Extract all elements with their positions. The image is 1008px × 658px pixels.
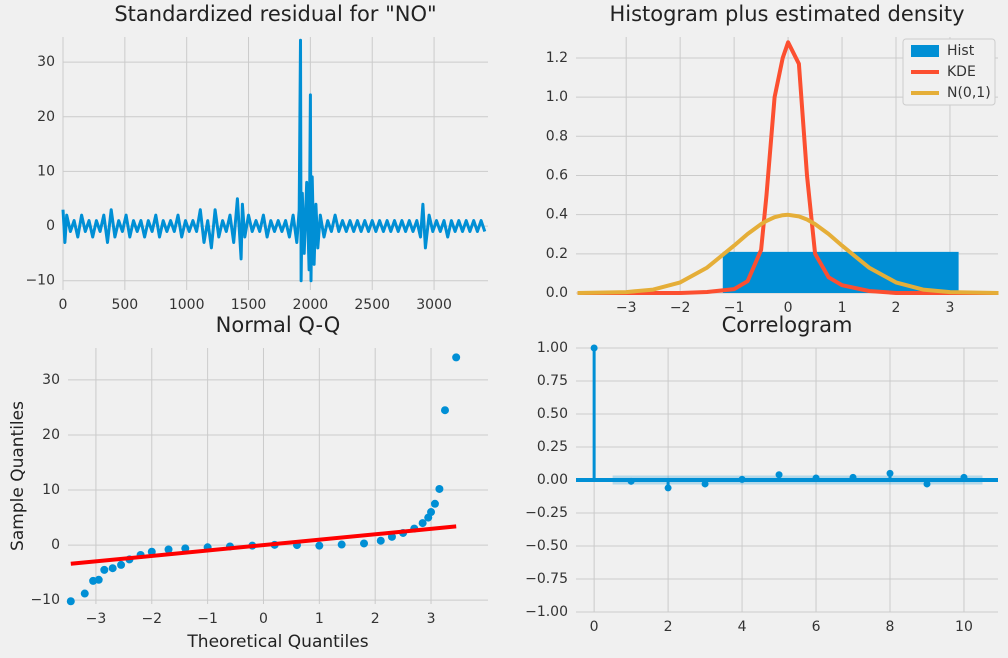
stem-marker: [923, 480, 931, 488]
scatter-point: [430, 499, 439, 508]
stem-marker: [701, 480, 709, 488]
scatter-point: [360, 539, 369, 548]
x-tick-label: 2: [892, 300, 901, 316]
x-tick-label: −2: [670, 300, 691, 316]
stem-marker: [960, 473, 968, 481]
scatter-point: [315, 541, 324, 550]
stem-marker: [849, 473, 857, 481]
scatter-point: [117, 560, 126, 569]
scatter-point: [94, 575, 103, 584]
x-tick-label: 0: [259, 611, 268, 627]
x-tick-label: −1: [724, 300, 745, 316]
x-tick-label: 1: [315, 611, 324, 627]
x-tick-label: 4: [738, 619, 747, 635]
legend-label: KDE: [947, 64, 976, 80]
stem-marker: [812, 474, 820, 482]
stem-marker: [664, 484, 672, 492]
x-tick-label: −2: [141, 611, 162, 627]
y-tick-label: 0.0: [546, 285, 568, 301]
x-tick-label: 2: [371, 611, 380, 627]
x-tick-label: 2500: [354, 297, 390, 313]
y-axis-label: Sample Quantiles: [8, 401, 28, 551]
y-tick-label: −0.75: [525, 571, 568, 587]
y-tick-label: 0.50: [537, 406, 568, 422]
density-line: [577, 212, 999, 295]
x-tick-label: −3: [616, 300, 637, 316]
y-tick-label: 0.8: [546, 128, 568, 144]
y-tick-label: 0.6: [546, 167, 568, 183]
x-tick-label: 10: [955, 619, 973, 635]
y-tick-label: −0.25: [525, 505, 568, 521]
stem-marker: [627, 477, 635, 485]
x-tick-label: 2: [664, 619, 673, 635]
y-tick-label: 1.00: [537, 340, 568, 356]
y-tick-label: 10: [42, 482, 60, 498]
scatter-point: [164, 545, 173, 554]
x-axis-label: Theoretical Quantiles: [186, 632, 368, 652]
density-line: [577, 40, 999, 295]
chart-title: Histogram plus estimated density: [609, 2, 964, 26]
x-tick-label: 1: [838, 300, 847, 316]
x-tick-label: 3000: [416, 297, 452, 313]
y-tick-label: 10: [37, 163, 55, 179]
y-tick-label: −1.00: [525, 604, 568, 620]
y-tick-label: 0.2: [546, 246, 568, 262]
stem-marker: [886, 469, 894, 477]
x-tick-label: 3: [946, 300, 955, 316]
chart-title: Correlogram: [722, 313, 853, 337]
scatter-point: [66, 597, 75, 606]
x-tick-label: 6: [812, 619, 821, 635]
scatter-point: [80, 589, 89, 598]
x-tick-label: 2000: [293, 297, 329, 313]
scatter-point: [108, 564, 117, 573]
x-tick-label: 1500: [231, 297, 267, 313]
scatter-point: [418, 519, 427, 528]
y-tick-label: −0.50: [525, 538, 568, 554]
scatter-point: [435, 484, 444, 493]
scatter-point: [427, 508, 436, 517]
y-tick-label: 20: [42, 427, 60, 443]
x-tick-label: 0: [59, 297, 68, 313]
scatter-point: [337, 540, 346, 549]
scatter-point: [452, 353, 461, 362]
chart-title: Normal Q-Q: [216, 313, 341, 337]
legend-label: Hist: [947, 43, 975, 59]
y-tick-label: 30: [42, 372, 60, 388]
x-tick-label: 500: [111, 297, 138, 313]
x-tick-label: 8: [886, 619, 895, 635]
scatter-point: [440, 406, 449, 415]
chart-title: Standardized residual for "NO": [114, 2, 436, 26]
reference-line: [70, 524, 457, 566]
y-tick-label: 0: [46, 218, 55, 234]
scatter-point: [147, 547, 156, 556]
x-tick-label: 0: [590, 619, 599, 635]
y-tick-label: 30: [37, 54, 55, 70]
y-tick-label: 0: [51, 537, 60, 553]
legend-swatch: [911, 45, 939, 57]
x-tick-label: −3: [86, 611, 107, 627]
y-tick-label: −10: [30, 592, 60, 608]
y-tick-label: 1.0: [546, 89, 568, 105]
y-tick-label: 0.25: [537, 439, 568, 455]
legend-label: N(0,1): [947, 85, 991, 101]
scatter-point: [376, 536, 385, 545]
y-tick-label: 0.75: [537, 373, 568, 389]
stem-marker: [590, 344, 598, 352]
y-tick-label: 20: [37, 109, 55, 125]
stem-marker: [775, 471, 783, 479]
x-tick-label: 0: [784, 300, 793, 316]
y-tick-label: 1.2: [546, 50, 568, 66]
x-tick-label: 1000: [169, 297, 205, 313]
y-tick-label: 0.00: [537, 472, 568, 488]
x-tick-label: 3: [427, 611, 436, 627]
x-tick-label: −1: [197, 611, 218, 627]
stem-marker: [738, 475, 746, 483]
y-tick-label: −10: [25, 273, 55, 289]
scatter-point: [181, 544, 190, 553]
series-line: [61, 38, 487, 283]
y-tick-label: 0.4: [546, 207, 568, 223]
scatter-point: [100, 565, 109, 574]
